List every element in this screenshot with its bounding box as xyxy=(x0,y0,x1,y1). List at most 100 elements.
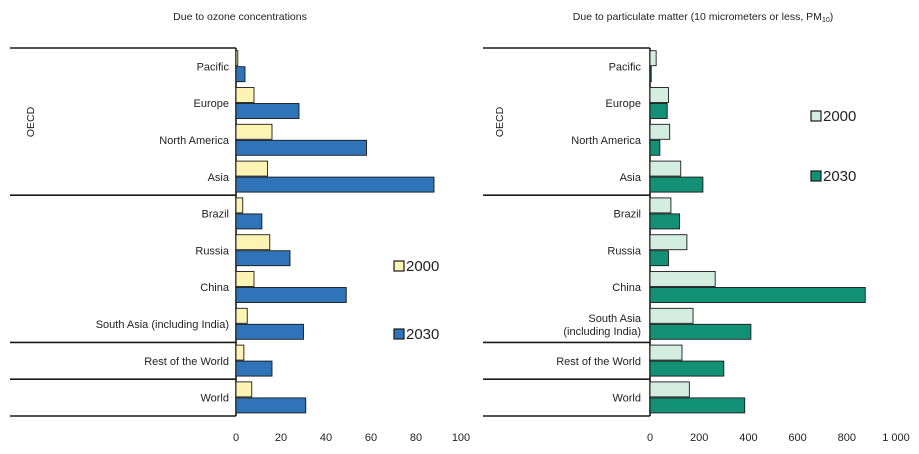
pm-chart-panel: Due to particulate matter (10 micrometer… xyxy=(483,11,910,444)
ozone-x-tick-label: 20 xyxy=(275,432,287,444)
pm-bar-russia-2000 xyxy=(649,234,688,251)
ozone-bar-north-america-2030 xyxy=(235,139,367,156)
ozone-bar-europe-2000 xyxy=(235,87,255,103)
pm-category-label-russia: Russia xyxy=(607,245,642,257)
ozone-x-tick-label: 100 xyxy=(452,432,470,444)
pm-bar-europe-2030 xyxy=(649,103,668,119)
pm-category-label-pacific: Pacific xyxy=(609,61,642,73)
pm-chart-title-subscript: 10 xyxy=(822,17,830,24)
ozone-x-tick-label: 0 xyxy=(233,432,239,444)
pm-category-label-asia: Asia xyxy=(620,172,642,184)
pm-bar-south-asia-including-india-2000 xyxy=(649,307,694,324)
ozone-category-labels: Pacific Europe North America Asia Brazil Russ… xyxy=(96,61,230,404)
pm-category-label-line: Brazil xyxy=(613,209,641,221)
pm-x-tick-label: 400 xyxy=(739,432,757,444)
pm-category-labels: Pacific Europe North America Asia Brazil Russ… xyxy=(556,61,642,404)
ozone-legend: 2000 2030 xyxy=(393,258,439,343)
pm-bar-asia-2000 xyxy=(649,160,682,177)
ozone-category-label-line: China xyxy=(200,282,230,294)
pm-category-label-line: South Asia xyxy=(588,313,641,325)
ozone-x-tick-label: 60 xyxy=(365,432,377,444)
pm-bar-north-america-2000 xyxy=(649,123,671,140)
pm-category-label-line: World xyxy=(612,393,641,405)
pm-bar-pacific-2030 xyxy=(649,66,652,83)
ozone-bar-rest-of-the-world-2030 xyxy=(235,360,273,377)
ozone-bar-russia-2030 xyxy=(235,250,291,267)
ozone-category-label-line: South Asia (including India) xyxy=(96,319,229,331)
ozone-legend-swatch-2000 xyxy=(393,260,405,272)
pm-bar-rest-of-the-world-2030 xyxy=(649,360,725,377)
ozone-category-label-asia: Asia xyxy=(208,172,230,184)
ozone-category-label-brazil: Brazil xyxy=(201,209,229,221)
pm-category-label-europe: Europe xyxy=(606,98,641,110)
pm-x-axis: 0 200 400 600 800 1 000 xyxy=(647,432,910,444)
ozone-category-label-line: Brazil xyxy=(201,209,229,221)
ozone-bar-europe-2030 xyxy=(235,103,300,119)
ozone-chart-bars xyxy=(235,50,435,414)
pm-category-label-china: China xyxy=(612,282,642,294)
ozone-legend-label-2000: 2000 xyxy=(406,258,439,275)
ozone-category-label-china: China xyxy=(200,282,230,294)
ozone-x-tick-label: 80 xyxy=(410,432,422,444)
ozone-bar-north-america-2000 xyxy=(235,123,273,140)
ozone-x-tick-label: 40 xyxy=(320,432,332,444)
pm-chart-bars xyxy=(649,50,866,414)
pm-bar-europe-2000 xyxy=(649,87,669,103)
ozone-x-axis: 0 20 40 60 80 100 xyxy=(233,432,470,444)
pm-category-label-line: Rest of the World xyxy=(556,356,641,368)
pm-bar-brazil-2030 xyxy=(649,213,680,230)
pm-bar-world-2030 xyxy=(649,397,746,414)
pm-bar-asia-2030 xyxy=(649,176,704,193)
pm-category-label-line: (including India) xyxy=(563,326,641,338)
pm-category-label-brazil: Brazil xyxy=(613,209,641,221)
ozone-bar-south-asia-including-india-2000 xyxy=(235,307,248,324)
pm-category-label-line: Asia xyxy=(620,172,642,184)
ozone-bar-world-2000 xyxy=(235,381,253,398)
pm-legend-swatch-2030 xyxy=(810,170,822,182)
ozone-category-label-line: Pacific xyxy=(197,61,230,73)
pm-x-tick-label: 600 xyxy=(788,432,806,444)
ozone-legend-swatch-2030 xyxy=(393,328,405,340)
ozone-bar-china-2000 xyxy=(235,271,255,287)
ozone-category-label-north-america: North America xyxy=(159,135,230,147)
pm-bar-rest-of-the-world-2000 xyxy=(649,344,683,361)
ozone-category-label-world: World xyxy=(200,393,229,405)
pm-chart-title-main: Due to particulate matter (10 micrometer… xyxy=(573,11,822,23)
pm-legend-label-2030: 2030 xyxy=(823,168,856,185)
pm-category-label-line: China xyxy=(612,282,642,294)
ozone-bar-pacific-2030 xyxy=(235,66,246,83)
pm-legend-swatch-2000 xyxy=(810,110,822,122)
ozone-chart-title: Due to ozone concentrations xyxy=(173,11,307,23)
pm-category-label-north-america: North America xyxy=(571,135,642,147)
pm-legend: 2000 2030 xyxy=(810,108,856,185)
ozone-chart-panel: Due to ozone concentrations Pacific Europ… xyxy=(10,11,470,444)
ozone-category-label-rest-of-the-world: Rest of the World xyxy=(144,356,229,368)
ozone-bar-asia-2030 xyxy=(235,176,435,193)
ozone-bar-russia-2000 xyxy=(235,234,271,251)
pm-category-label-south-asia-including-india: South Asia (including India) xyxy=(563,313,642,338)
ozone-category-label-pacific: Pacific xyxy=(197,61,230,73)
ozone-category-label-line: North America xyxy=(159,135,230,147)
pm-bar-world-2000 xyxy=(649,381,690,398)
pm-x-tick-label: 1 000 xyxy=(882,432,910,444)
pm-category-label-world: World xyxy=(612,393,641,405)
pm-x-tick-label: 0 xyxy=(647,432,653,444)
pm-category-label-line: Russia xyxy=(607,245,642,257)
ozone-bar-world-2030 xyxy=(235,397,307,414)
ozone-category-label-line: Asia xyxy=(208,172,230,184)
pm-x-tick-label: 200 xyxy=(690,432,708,444)
ozone-category-label-line: World xyxy=(200,393,229,405)
pm-chart-title-suffix: ) xyxy=(830,11,834,23)
ozone-legend-label-2030: 2030 xyxy=(406,326,439,343)
ozone-oecd-group-label: OECD xyxy=(25,106,37,137)
pm-oecd-group-label: OECD xyxy=(494,106,506,137)
ozone-category-label-europe: Europe xyxy=(194,98,229,110)
pm-bar-north-america-2030 xyxy=(649,139,661,156)
pm-bar-china-2030 xyxy=(649,287,866,303)
ozone-bar-rest-of-the-world-2000 xyxy=(235,344,245,361)
ozone-category-label-russia: Russia xyxy=(195,245,230,257)
ozone-category-label-line: Rest of the World xyxy=(144,356,229,368)
ozone-category-label-line: Europe xyxy=(194,98,229,110)
pm-bar-pacific-2000 xyxy=(649,50,657,67)
